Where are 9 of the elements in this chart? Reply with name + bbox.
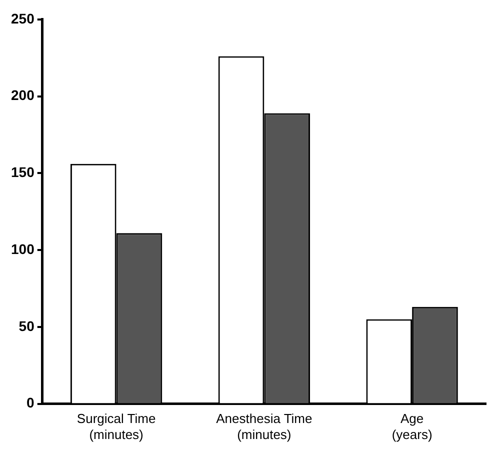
y-tick-label: 100 xyxy=(11,240,35,257)
y-tick-label: 50 xyxy=(18,318,35,334)
x-tick-label: Surgical Time (minutes) xyxy=(76,411,156,442)
x-tick-label: Anesthesia Time (minutes) xyxy=(216,411,312,442)
y-tick-label: 150 xyxy=(11,164,35,180)
y-tick-label: 250 xyxy=(11,10,35,26)
y-tick-label: 200 xyxy=(11,87,35,104)
y-tick-label: 0 xyxy=(26,394,35,411)
x-tick-label: Age (years) xyxy=(392,411,432,442)
